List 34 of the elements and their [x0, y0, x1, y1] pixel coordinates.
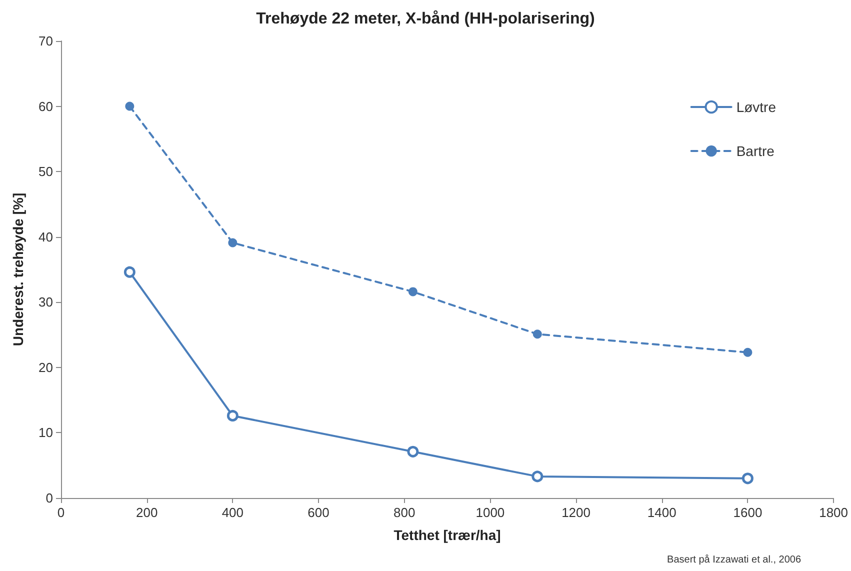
- y-tick-label: 30: [38, 294, 53, 310]
- point: [532, 330, 542, 339]
- x-tick-label: 1200: [562, 505, 590, 520]
- y-tick-label: 50: [38, 164, 53, 180]
- y-tick-label: 20: [38, 360, 53, 375]
- x-tick-label: 1600: [733, 505, 762, 520]
- x-tick-label: 1000: [476, 505, 505, 520]
- point: [742, 472, 754, 484]
- x-tick-label: 800: [394, 505, 416, 520]
- y-tick-label: 10: [38, 425, 53, 440]
- point: [407, 446, 419, 458]
- legend-label: Løvtre: [736, 99, 776, 115]
- x-tick-label: 200: [136, 505, 158, 520]
- x-tick-label: 0: [57, 505, 65, 520]
- chart-title: Trehøyde 22 meter, X-bånd (HH-polarisering): [256, 10, 595, 28]
- point: [532, 470, 544, 482]
- y-axis-title: Underest. trehøyde [%]: [10, 192, 26, 346]
- point: [228, 238, 238, 248]
- x-tick-label: 400: [222, 505, 244, 520]
- text: Basert på Izzawati et al., 2006: [667, 554, 802, 566]
- y-tick-label: 60: [38, 98, 53, 114]
- x-tick-label: 1800: [819, 505, 848, 520]
- point: [124, 266, 136, 278]
- x-tick-label: 600: [308, 505, 330, 520]
- x-axis-title: Tetthet [trær/ha]: [394, 527, 501, 543]
- point: [743, 348, 752, 357]
- legend-label: Bartre: [736, 143, 775, 159]
- point: [226, 410, 238, 422]
- y-tick-label: 0: [46, 490, 53, 506]
- point: [125, 102, 134, 111]
- y-tick-label: 40: [38, 229, 53, 244]
- y-tick-label: 70: [38, 34, 53, 48]
- x-tick-label: 1400: [647, 505, 676, 520]
- point: [408, 287, 418, 296]
